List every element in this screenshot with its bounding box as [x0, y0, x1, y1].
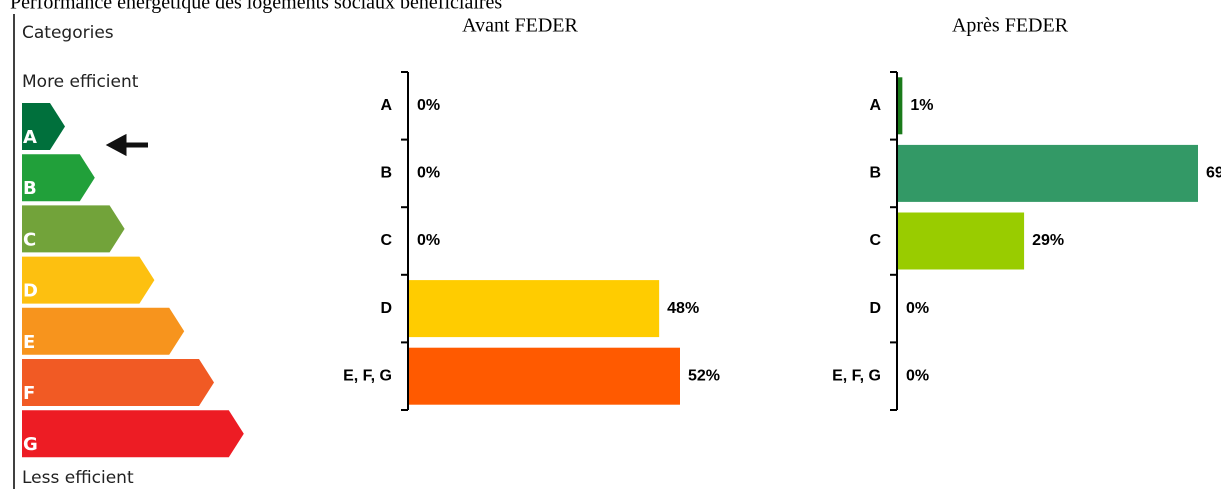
value-label: 0%	[417, 97, 440, 114]
value-label: 1%	[910, 97, 933, 114]
value-label: 0%	[906, 300, 929, 317]
category-label: B	[380, 165, 392, 182]
pointer-arrow	[105, 133, 148, 157]
bar	[409, 280, 660, 338]
category-label: C	[380, 232, 392, 249]
bar	[898, 77, 903, 135]
chart-title: Après FEDER	[952, 15, 1069, 37]
value-label: 0%	[417, 165, 440, 182]
bar	[898, 212, 1025, 270]
energy-class-letter: D	[23, 281, 38, 302]
chart-title: Avant FEDER	[462, 15, 578, 37]
value-label: 69%	[1206, 165, 1221, 182]
energy-class-letter: E	[23, 332, 35, 353]
value-label: 48%	[667, 300, 699, 317]
energy-class-arrow	[22, 359, 214, 406]
category-label: A	[869, 97, 881, 114]
value-label: 0%	[906, 367, 929, 384]
page-title: Performance énergétique des logements so…	[10, 0, 502, 14]
energy-class-arrow	[22, 154, 95, 202]
energy-class-arrow	[22, 205, 125, 253]
category-label: A	[380, 97, 392, 114]
bar	[898, 144, 1198, 202]
label-top: More efficient	[22, 72, 139, 92]
energy-class-arrow	[22, 256, 155, 304]
category-label: D	[869, 300, 881, 317]
energy-class-letter: C	[23, 229, 36, 250]
energy-class-letter: G	[23, 434, 38, 455]
energy-class-arrow	[22, 307, 185, 355]
energy-class-arrow	[22, 410, 244, 458]
category-label: E, F, G	[832, 367, 881, 384]
value-label: 0%	[417, 232, 440, 249]
value-label: 52%	[688, 367, 720, 384]
value-label: 29%	[1032, 232, 1064, 249]
label-heading: Categories	[22, 23, 114, 43]
category-label: C	[869, 232, 881, 249]
label-bottom: Less efficient	[22, 468, 134, 488]
category-label: E, F, G	[343, 367, 392, 384]
energy-class-letter: A	[23, 127, 37, 148]
category-label: D	[380, 300, 392, 317]
category-label: B	[869, 165, 881, 182]
energy-class-arrow	[22, 103, 65, 150]
energy-class-letter: F	[23, 383, 35, 404]
energy-class-letter: B	[23, 178, 37, 199]
bar	[409, 347, 680, 405]
